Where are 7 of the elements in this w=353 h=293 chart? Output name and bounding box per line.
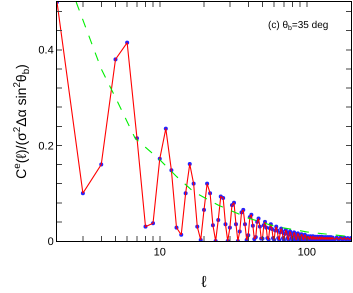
- x-axis-title: ℓ: [201, 274, 207, 291]
- y-tick-label: 0.2: [38, 140, 54, 152]
- x-tick-label: 10: [154, 246, 166, 258]
- y-tick-label: 0.4: [38, 44, 54, 57]
- y-tick-label: 0: [48, 236, 54, 248]
- annotation: (c) θ$_{b}$=35 deg: [268, 20, 328, 32]
- x-tick-label: 100: [298, 246, 316, 258]
